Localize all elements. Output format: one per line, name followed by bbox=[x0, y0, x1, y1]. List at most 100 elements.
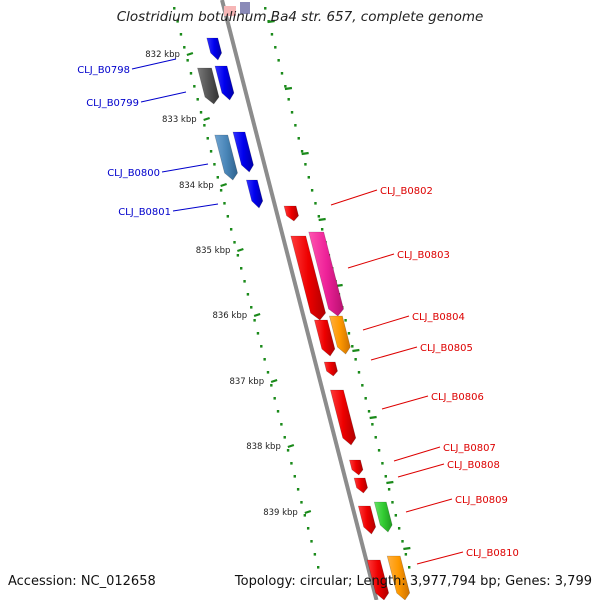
gene-arrow[interactable] bbox=[197, 67, 220, 105]
gene-arrow[interactable] bbox=[330, 389, 357, 446]
scale-tick-label: 832 kbp bbox=[145, 50, 180, 60]
gene-arrow[interactable] bbox=[214, 134, 238, 181]
scale-track-dot-left bbox=[283, 436, 286, 439]
gene-arrow[interactable] bbox=[357, 505, 377, 535]
scale-track-dot-left bbox=[173, 7, 176, 10]
scale-track-dot-right bbox=[381, 462, 384, 465]
gene-arrow[interactable] bbox=[328, 315, 351, 355]
scale-track-dot-left bbox=[253, 319, 256, 322]
scale-track-dot-left bbox=[240, 267, 243, 270]
scale-track-dot-left bbox=[306, 527, 310, 530]
gene-label[interactable]: CLJ_B0799 bbox=[86, 98, 139, 109]
gene-label-leader bbox=[397, 463, 445, 478]
gene-arrow[interactable] bbox=[206, 37, 222, 61]
gene-label-leader bbox=[347, 253, 395, 269]
scale-track-dot-right bbox=[270, 33, 274, 36]
scale-track-dot-left bbox=[209, 150, 213, 153]
scale-track-dot-left bbox=[236, 254, 240, 257]
scale-track-dot-right bbox=[344, 319, 347, 322]
scale-tick-major bbox=[287, 443, 295, 449]
gene-label[interactable]: CLJ_B0807 bbox=[443, 443, 496, 454]
scale-track-dot-left bbox=[233, 241, 236, 244]
gene-arrow[interactable] bbox=[349, 459, 364, 476]
gene-label[interactable]: CLJ_B0804 bbox=[412, 312, 465, 323]
scale-track-dot-right bbox=[307, 176, 310, 179]
scale-track-dot-right bbox=[387, 488, 391, 491]
gene-label[interactable]: CLJ_B0803 bbox=[397, 250, 450, 261]
gene-label[interactable]: CLJ_B0805 bbox=[420, 343, 473, 354]
scale-track-dot-right bbox=[397, 527, 401, 530]
gene-label[interactable]: CLJ_B0800 bbox=[107, 168, 160, 179]
scale-track-dot-right bbox=[287, 98, 290, 101]
scale-track-dot-left bbox=[290, 462, 293, 465]
gene-label[interactable]: CLJ_B0806 bbox=[431, 392, 484, 403]
gene-label-leader bbox=[381, 395, 429, 410]
scale-track-dot-left bbox=[219, 189, 223, 192]
gene-arrow[interactable] bbox=[314, 319, 336, 357]
scale-track-dot-left bbox=[250, 306, 253, 309]
scale-tick-major bbox=[186, 51, 194, 57]
scale-track-dot-left bbox=[260, 345, 263, 348]
gene-label[interactable]: CLJ_B0802 bbox=[380, 186, 433, 197]
scale-track-dot-left bbox=[186, 59, 189, 62]
scale-track-dot-right bbox=[300, 150, 304, 153]
gene-label[interactable]: CLJ_B0801 bbox=[118, 207, 171, 218]
scale-tick-label: 833 kbp bbox=[162, 115, 197, 125]
scale-track-dot-right bbox=[297, 137, 300, 140]
scale-track-dot-left bbox=[229, 228, 233, 231]
scale-track-dot-left bbox=[270, 384, 273, 387]
scale-tick-label: 834 kbp bbox=[179, 181, 214, 191]
map-title: Clostridium botulinum Ba4 str. 657, comp… bbox=[116, 9, 484, 25]
scale-tick-major bbox=[318, 217, 326, 222]
gene-arrow[interactable] bbox=[323, 361, 338, 377]
scale-track-dot-left bbox=[183, 46, 186, 49]
gene-arrow[interactable] bbox=[232, 131, 254, 173]
gene-arrow[interactable] bbox=[283, 205, 299, 222]
scale-track-dot-right bbox=[280, 72, 284, 75]
scale-tick-major bbox=[304, 509, 312, 515]
gene-arrow[interactable] bbox=[353, 477, 368, 494]
gene-label-leader bbox=[140, 91, 187, 103]
gene-label[interactable]: CLJ_B0798 bbox=[77, 65, 130, 76]
gene-label[interactable]: CLJ_B0809 bbox=[455, 495, 508, 506]
scale-tick-label: 837 kbp bbox=[229, 377, 264, 387]
genome-summary-text: Topology: circular; Length: 3,977,794 bp… bbox=[234, 574, 592, 589]
scale-track-dot-left bbox=[286, 449, 290, 452]
scale-track-dot-left bbox=[193, 85, 196, 88]
partial-gene-feature bbox=[224, 6, 236, 16]
scale-track-dot-left bbox=[296, 488, 300, 491]
gene-label[interactable]: CLJ_B0808 bbox=[447, 460, 500, 471]
scale-track-dot-left bbox=[206, 137, 209, 140]
gene-arrow[interactable] bbox=[386, 555, 411, 601]
gene-arrow[interactable] bbox=[308, 231, 344, 317]
scale-track-dot-left bbox=[280, 423, 283, 426]
gene-arrow[interactable] bbox=[366, 559, 390, 601]
scale-tick-major bbox=[386, 480, 394, 485]
gene-label-leader bbox=[330, 189, 378, 206]
scale-tick-label: 838 kbp bbox=[246, 442, 281, 452]
scale-track-dot-left bbox=[266, 371, 270, 374]
scale-track-dot-left bbox=[176, 20, 179, 23]
scale-track-dot-right bbox=[374, 436, 377, 439]
scale-tick-major bbox=[220, 182, 227, 188]
scale-track-dot-right bbox=[284, 85, 287, 88]
scale-track-dot-right bbox=[274, 46, 277, 49]
scale-tick-major bbox=[284, 86, 293, 91]
gene-arrow[interactable] bbox=[245, 179, 264, 209]
scale-track-dot-left bbox=[293, 475, 296, 478]
gene-arrow[interactable] bbox=[214, 65, 235, 101]
gene-label-leader bbox=[405, 498, 453, 513]
gene-arrow[interactable] bbox=[373, 501, 393, 533]
scale-track-dot-left bbox=[226, 215, 230, 218]
scale-tick-major bbox=[203, 116, 210, 122]
gene-arrow[interactable] bbox=[290, 235, 326, 321]
gene-label-leader bbox=[362, 315, 410, 331]
scale-track-dot-left bbox=[223, 202, 226, 205]
gene-label[interactable]: CLJ_B0810 bbox=[466, 548, 519, 559]
scale-track-dot-right bbox=[354, 358, 357, 361]
scale-track-dot-right bbox=[394, 514, 398, 517]
gene-label-leader bbox=[370, 346, 418, 361]
scale-tick-major bbox=[253, 312, 261, 318]
